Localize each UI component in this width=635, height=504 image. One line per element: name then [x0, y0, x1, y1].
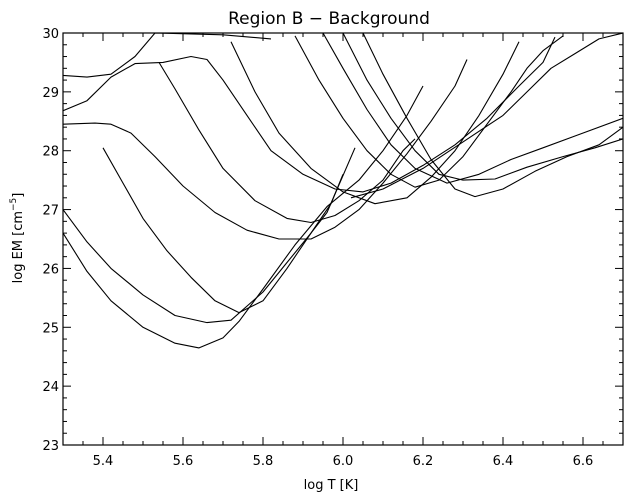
series-line-10 — [322, 33, 623, 184]
axis-ticks: 5.4 5.6 5.8 6.0 6.2 6.4 6.6 23 24 25 26 27 28 29 30 — [42, 27, 624, 469]
x-tick-label: 6.4 — [493, 454, 514, 469]
x-tick-label: 6.6 — [573, 454, 594, 469]
plot-area — [63, 33, 623, 349]
x-tick-label: 6.2 — [413, 454, 434, 469]
series-line-13 — [350, 33, 623, 199]
y-tick-label: 28 — [42, 145, 59, 160]
series-line-2 — [63, 36, 556, 193]
series-line-12 — [362, 33, 623, 198]
y-tick-label: 26 — [42, 262, 59, 277]
x-tick-label: 5.6 — [173, 454, 194, 469]
y-axis-label: log EM [cm−5] — [9, 193, 26, 284]
x-axis-label: log T [K] — [304, 478, 359, 493]
x-tick-label: 5.8 — [253, 454, 274, 469]
series-line-11 — [342, 33, 623, 181]
plot-frame — [62, 32, 624, 446]
series-line-8 — [230, 41, 520, 205]
series-line-9 — [294, 35, 564, 188]
x-tick-label: 5.4 — [93, 454, 114, 469]
series-line-7 — [63, 85, 424, 349]
chart-title: Region B − Background — [228, 9, 430, 29]
series-line-4 — [158, 62, 416, 224]
y-tick-label: 23 — [42, 439, 59, 454]
y-tick-label: 30 — [42, 27, 59, 42]
series-line-6 — [63, 174, 344, 324]
y-tick-label: 29 — [42, 86, 59, 101]
y-tick-label: 27 — [42, 204, 59, 219]
series-line-3 — [63, 59, 468, 240]
x-tick-label: 6.0 — [333, 454, 354, 469]
series-line-1 — [63, 33, 272, 78]
y-tick-label: 25 — [42, 321, 59, 336]
y-tick-label: 24 — [42, 380, 59, 395]
